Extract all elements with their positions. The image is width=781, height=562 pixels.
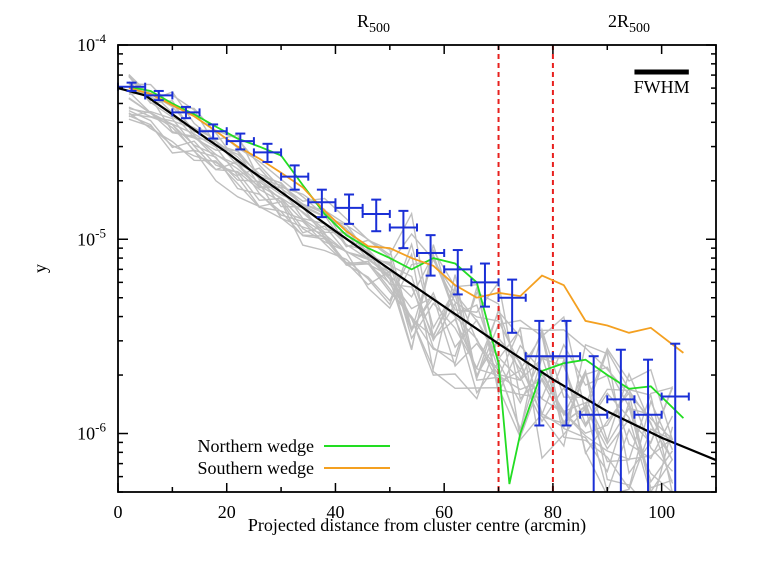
- top-annotations: R500 2R500: [357, 11, 650, 36]
- data-point: [551, 319, 582, 427]
- plot-frame: [117, 44, 717, 493]
- top-annotation: R500: [357, 11, 390, 36]
- data-point: [225, 132, 255, 151]
- x-tick-label: 40: [326, 502, 344, 522]
- x-tick-label: 60: [435, 502, 453, 522]
- fwhm-label: FWHM: [634, 77, 690, 97]
- data-point: [416, 234, 446, 277]
- data-point: [443, 249, 473, 296]
- data-points: [117, 81, 690, 492]
- grey-profile-line: [128, 83, 674, 461]
- data-point: [579, 355, 609, 492]
- grey-profile-line: [128, 113, 673, 489]
- y-tick-label: 10-6: [77, 420, 106, 444]
- data-point: [361, 198, 391, 233]
- data-point: [307, 188, 337, 219]
- x-tick-label: 20: [218, 502, 236, 522]
- data-point: [144, 89, 174, 102]
- data-point: [334, 193, 364, 225]
- data-point: [171, 105, 201, 120]
- r500-markers: [497, 45, 554, 492]
- axis-tick-labels: 0 20 40 60 80 100 10-6 10-5 10-4: [77, 31, 675, 522]
- model-line: [118, 87, 716, 462]
- data-point: [252, 142, 283, 163]
- top-annotation: 2R500: [608, 11, 650, 36]
- y-tick-label: 10-5: [77, 225, 106, 249]
- fwhm-indicator: FWHM: [634, 69, 690, 97]
- data-point: [198, 123, 228, 140]
- x-tick-label: 0: [114, 502, 123, 522]
- data-point: [660, 342, 690, 492]
- grey-profile-line: [128, 90, 674, 492]
- x-axis-label: Projected distance from cluster centre (…: [248, 515, 586, 536]
- x-tick-label: 80: [544, 502, 562, 522]
- data-point: [497, 278, 527, 334]
- northern-wedge-line: [128, 85, 685, 485]
- data-point: [388, 209, 418, 250]
- data-point: [280, 164, 310, 191]
- legend-label: Southern wedge: [198, 458, 314, 478]
- x-tick-label: 100: [648, 502, 675, 522]
- data-point: [606, 348, 636, 492]
- axis-ticks: [117, 44, 717, 493]
- data-point: [633, 358, 663, 492]
- y-tick-label: 10-4: [77, 31, 106, 55]
- southern-wedge-line: [128, 87, 684, 354]
- data-point: [524, 319, 554, 427]
- legend-label: Northern wedge: [198, 436, 314, 456]
- data-point: [470, 262, 500, 308]
- y-axis-label: y: [30, 264, 50, 273]
